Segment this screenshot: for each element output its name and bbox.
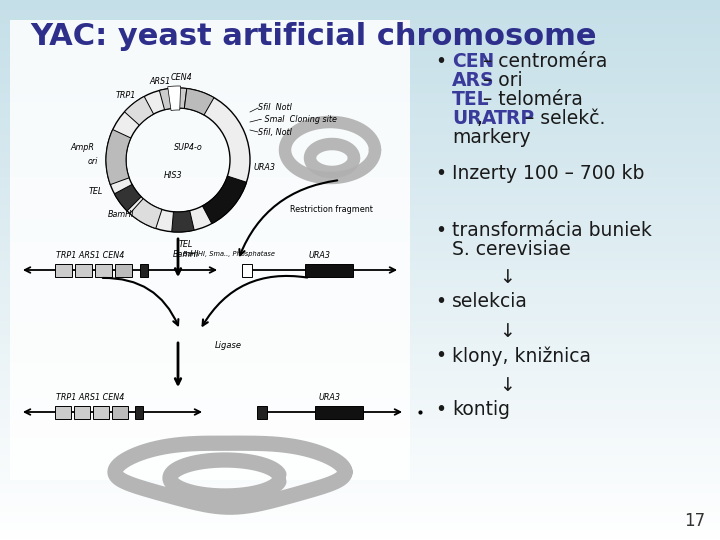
Wedge shape (202, 176, 246, 224)
Bar (140, 264, 148, 276)
Text: AmpR: AmpR (70, 144, 94, 152)
Text: TEL: TEL (89, 187, 103, 197)
Wedge shape (106, 130, 131, 185)
Bar (315, 406, 363, 419)
Text: TEL: TEL (179, 240, 193, 249)
Text: klony, knižnica: klony, knižnica (452, 346, 591, 366)
Text: BamHI, Sma.., Phosphatase: BamHI, Sma.., Phosphatase (183, 251, 275, 257)
Bar (74, 406, 90, 419)
Text: BamHI: BamHI (173, 250, 199, 259)
Wedge shape (159, 88, 186, 110)
Text: – centroméra: – centroméra (477, 52, 608, 71)
Wedge shape (106, 88, 250, 232)
Text: •: • (435, 164, 446, 183)
Text: HIS3: HIS3 (163, 171, 182, 179)
Text: TRP1: TRP1 (116, 91, 136, 100)
Text: markery: markery (452, 128, 531, 147)
Wedge shape (172, 211, 194, 232)
Bar (115, 264, 132, 276)
Text: SfiI, NotI: SfiI, NotI (258, 127, 292, 137)
Text: •: • (435, 292, 446, 311)
Wedge shape (184, 89, 214, 115)
Text: •: • (435, 221, 446, 240)
Text: SfiI  NotI: SfiI NotI (258, 104, 292, 112)
Bar (75, 264, 92, 276)
Bar (95, 264, 112, 276)
Text: – selekč.: – selekč. (519, 109, 606, 128)
Text: S. cerevisiae: S. cerevisiae (452, 240, 571, 259)
Text: – ori: – ori (477, 71, 523, 90)
Text: ARS1: ARS1 (149, 77, 171, 86)
Bar (135, 406, 143, 419)
Text: •: • (435, 400, 446, 419)
Bar (55, 264, 72, 276)
Text: URA: URA (452, 109, 496, 128)
Bar (112, 406, 128, 419)
Text: URA3: URA3 (309, 251, 331, 260)
Text: TRP1 ARS1 CEN4: TRP1 ARS1 CEN4 (56, 393, 124, 402)
Text: TRP1 ARS1 CEN4: TRP1 ARS1 CEN4 (56, 251, 124, 260)
Text: selekcia: selekcia (452, 292, 528, 311)
Text: TEL: TEL (452, 90, 490, 109)
Text: 17: 17 (684, 512, 705, 530)
Text: Inzerty 100 – 700 kb: Inzerty 100 – 700 kb (452, 164, 644, 183)
Wedge shape (114, 185, 141, 211)
Bar (93, 406, 109, 419)
Text: Ligase: Ligase (215, 341, 242, 349)
Text: •: • (435, 346, 446, 365)
Bar (10, 20, 410, 480)
Text: ↓: ↓ (499, 268, 515, 287)
Bar (305, 264, 353, 276)
Text: ori: ori (88, 158, 98, 166)
Text: BamHI: BamHI (108, 210, 135, 219)
Bar (55, 406, 71, 419)
Text: ARS: ARS (452, 71, 495, 90)
Text: transformácia buniek: transformácia buniek (452, 221, 652, 240)
Text: Restriction fragment: Restriction fragment (290, 205, 373, 214)
Text: ,: , (477, 109, 489, 128)
Text: URA3: URA3 (254, 164, 276, 172)
Text: YAC: yeast artificial chromosome: YAC: yeast artificial chromosome (30, 22, 596, 51)
Text: TRP: TRP (494, 109, 535, 128)
Bar (242, 264, 252, 276)
Text: •: • (435, 52, 446, 71)
Text: CEN: CEN (452, 52, 494, 71)
Text: kontig: kontig (452, 400, 510, 419)
Wedge shape (125, 97, 153, 125)
Text: – teloméra: – teloméra (477, 90, 583, 109)
Wedge shape (130, 199, 162, 228)
Text: ↓: ↓ (499, 376, 515, 395)
Text: SUP4-o: SUP4-o (174, 144, 202, 152)
Text: ↓: ↓ (499, 322, 515, 341)
Text: URA3: URA3 (319, 393, 341, 402)
Text: – SmaI  Cloning site: – SmaI Cloning site (258, 116, 337, 125)
Bar (257, 406, 267, 419)
Wedge shape (168, 86, 181, 111)
Text: CEN4: CEN4 (171, 73, 193, 82)
